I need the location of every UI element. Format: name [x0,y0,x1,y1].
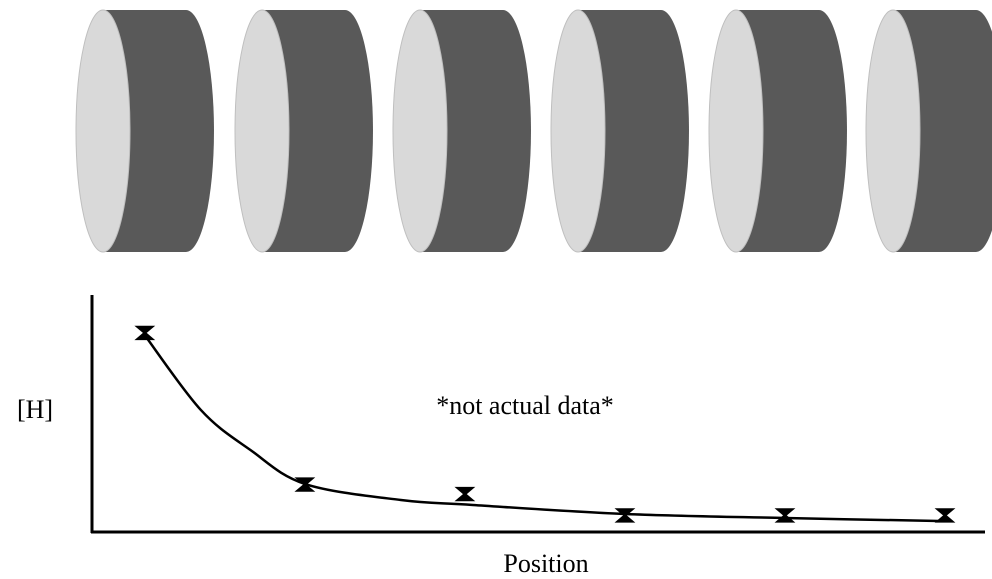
cylinder [709,10,847,252]
cylinder [76,10,214,252]
x-axis-label: Position [503,549,588,578]
y-axis-label: [H] [17,395,53,424]
figure: [H] Position *not actual data* [0,0,992,579]
cylinders [76,10,992,252]
annotation: *not actual data* [436,391,614,420]
cylinder [866,10,992,252]
error-bar [458,488,472,500]
cylinder [551,10,689,252]
error-bar [778,509,792,521]
cylinder [235,10,373,252]
error-bar [138,327,152,339]
fit-curve [145,335,945,521]
error-bar [938,509,952,521]
cylinder [393,10,531,252]
